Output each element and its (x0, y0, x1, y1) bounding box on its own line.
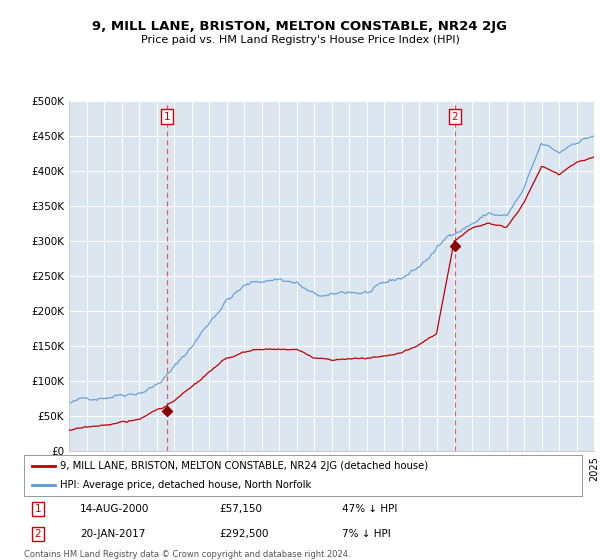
Text: 9, MILL LANE, BRISTON, MELTON CONSTABLE, NR24 2JG (detached house): 9, MILL LANE, BRISTON, MELTON CONSTABLE,… (60, 461, 428, 471)
Text: HPI: Average price, detached house, North Norfolk: HPI: Average price, detached house, Nort… (60, 480, 311, 489)
Text: 47% ↓ HPI: 47% ↓ HPI (342, 504, 397, 514)
Text: £57,150: £57,150 (220, 504, 262, 514)
Text: £292,500: £292,500 (220, 529, 269, 539)
Text: Contains HM Land Registry data © Crown copyright and database right 2024.
This d: Contains HM Land Registry data © Crown c… (24, 550, 350, 560)
Text: 14-AUG-2000: 14-AUG-2000 (80, 504, 149, 514)
Text: 9, MILL LANE, BRISTON, MELTON CONSTABLE, NR24 2JG: 9, MILL LANE, BRISTON, MELTON CONSTABLE,… (92, 20, 508, 32)
Text: 2: 2 (35, 529, 41, 539)
Text: 20-JAN-2017: 20-JAN-2017 (80, 529, 145, 539)
Text: 1: 1 (164, 111, 170, 122)
Text: 7% ↓ HPI: 7% ↓ HPI (342, 529, 391, 539)
Text: Price paid vs. HM Land Registry's House Price Index (HPI): Price paid vs. HM Land Registry's House … (140, 35, 460, 45)
Text: 1: 1 (35, 504, 41, 514)
Text: 2: 2 (452, 111, 458, 122)
